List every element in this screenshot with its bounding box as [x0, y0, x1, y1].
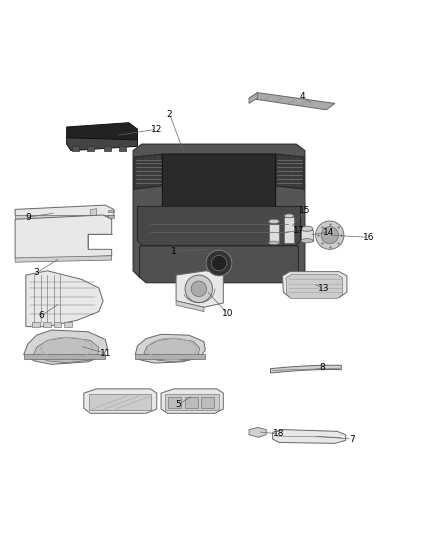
Polygon shape: [104, 147, 111, 151]
Polygon shape: [135, 354, 205, 359]
Circle shape: [321, 227, 338, 244]
Polygon shape: [43, 322, 51, 327]
Text: 1: 1: [171, 247, 177, 256]
Polygon shape: [268, 223, 279, 243]
Polygon shape: [286, 274, 343, 298]
Polygon shape: [24, 330, 107, 365]
Circle shape: [191, 281, 207, 296]
Text: 10: 10: [222, 309, 233, 318]
Polygon shape: [176, 271, 223, 308]
Text: 2: 2: [167, 110, 173, 119]
Polygon shape: [283, 272, 347, 297]
Text: 13: 13: [318, 284, 330, 293]
Polygon shape: [32, 322, 40, 327]
Polygon shape: [301, 230, 313, 241]
Circle shape: [211, 255, 227, 271]
Polygon shape: [108, 210, 114, 213]
Polygon shape: [15, 256, 112, 262]
Polygon shape: [119, 147, 126, 151]
Polygon shape: [249, 93, 335, 110]
Polygon shape: [84, 389, 157, 413]
Polygon shape: [271, 365, 341, 373]
Ellipse shape: [301, 239, 313, 243]
Ellipse shape: [268, 219, 279, 223]
Polygon shape: [249, 93, 258, 103]
Circle shape: [185, 275, 212, 303]
Ellipse shape: [268, 241, 279, 245]
Polygon shape: [34, 337, 99, 362]
Text: 15: 15: [299, 206, 311, 215]
Text: 14: 14: [323, 228, 334, 237]
Polygon shape: [176, 301, 204, 312]
Text: 5: 5: [175, 400, 181, 409]
Polygon shape: [166, 394, 219, 410]
Polygon shape: [185, 397, 198, 408]
Polygon shape: [144, 338, 200, 362]
Polygon shape: [133, 144, 305, 277]
Polygon shape: [64, 322, 72, 327]
Polygon shape: [162, 154, 276, 212]
Polygon shape: [134, 154, 162, 189]
Polygon shape: [276, 154, 304, 189]
Polygon shape: [87, 147, 94, 151]
Polygon shape: [108, 215, 114, 218]
Polygon shape: [26, 271, 103, 327]
Polygon shape: [138, 206, 300, 246]
Text: 6: 6: [38, 311, 44, 320]
Polygon shape: [135, 334, 205, 363]
Polygon shape: [24, 354, 105, 359]
Polygon shape: [90, 208, 97, 216]
Polygon shape: [161, 389, 223, 413]
Polygon shape: [89, 394, 151, 410]
Text: 3: 3: [34, 269, 39, 278]
Text: 12: 12: [151, 125, 162, 134]
Polygon shape: [272, 430, 346, 443]
Polygon shape: [15, 215, 112, 260]
Polygon shape: [140, 246, 298, 283]
Text: 8: 8: [319, 363, 325, 372]
Text: 16: 16: [363, 233, 374, 242]
Polygon shape: [67, 123, 138, 144]
Polygon shape: [72, 147, 79, 151]
Text: 4: 4: [300, 92, 306, 101]
Text: 9: 9: [25, 213, 31, 222]
Circle shape: [206, 250, 232, 276]
Polygon shape: [284, 217, 294, 243]
Polygon shape: [15, 215, 114, 219]
Text: 18: 18: [273, 430, 285, 439]
Text: 11: 11: [99, 349, 111, 358]
Text: 7: 7: [349, 434, 355, 443]
Polygon shape: [15, 205, 114, 220]
Polygon shape: [168, 397, 181, 408]
Polygon shape: [67, 138, 138, 151]
Circle shape: [315, 221, 344, 249]
Text: 17: 17: [293, 227, 304, 236]
Ellipse shape: [284, 214, 294, 218]
Polygon shape: [201, 397, 214, 408]
Polygon shape: [249, 427, 266, 438]
Ellipse shape: [301, 226, 313, 231]
Polygon shape: [54, 322, 61, 327]
